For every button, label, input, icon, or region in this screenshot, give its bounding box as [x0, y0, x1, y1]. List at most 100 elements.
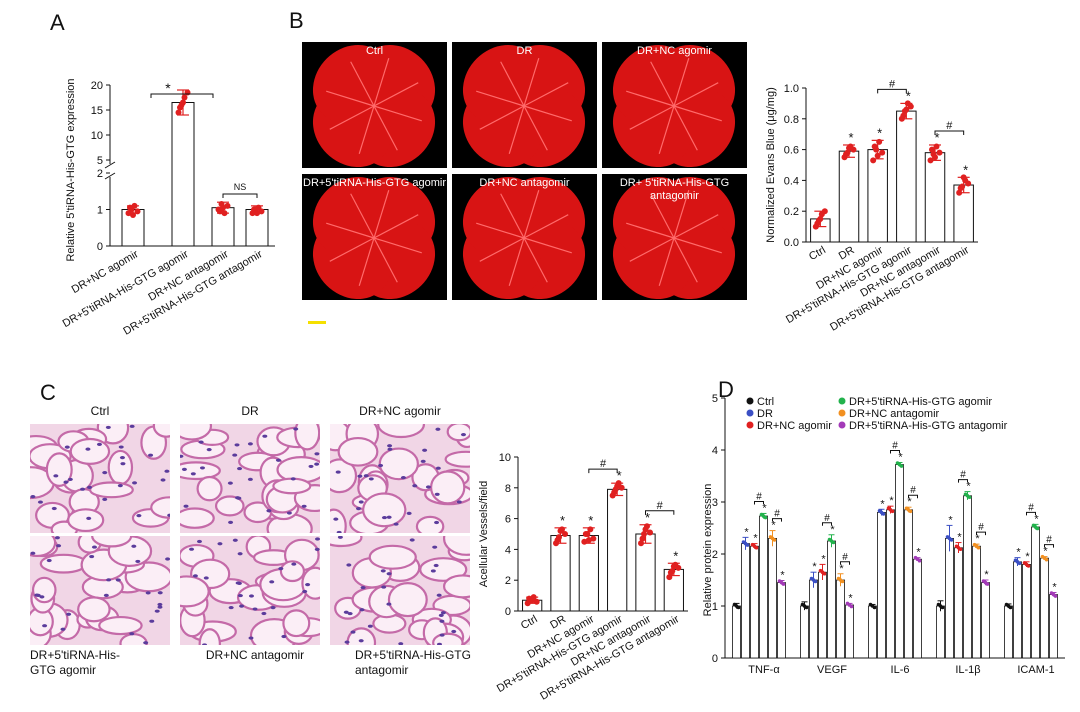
data-point: [134, 208, 141, 215]
significance-star: *: [966, 481, 971, 493]
significance-star: *: [984, 569, 989, 581]
x-tick-label: IL-1β: [955, 664, 980, 676]
retina-vessel: [673, 237, 698, 283]
cell-nucleus: [393, 522, 399, 526]
capillary-loop: [368, 544, 417, 570]
bar: [936, 605, 945, 659]
capillary-loop: [415, 515, 445, 533]
cell-nucleus: [430, 569, 436, 573]
cell-nucleus: [149, 619, 155, 623]
significance-star: *: [1052, 581, 1057, 593]
significance-star: *: [906, 88, 911, 103]
retina-image-nc-antagomir: DR+NC antagomir: [452, 174, 597, 300]
capillary-loop: [180, 424, 213, 441]
panel-d-letter: D: [718, 377, 734, 402]
cell-nucleus: [378, 463, 384, 468]
retina-flatmount-graphic: [612, 176, 736, 300]
capillary-loop: [419, 557, 468, 582]
cell-nucleus: [237, 593, 243, 598]
cell-nucleus: [398, 642, 404, 645]
cell-nucleus: [275, 458, 281, 462]
legend-label: Ctrl: [757, 396, 774, 408]
cell-nucleus: [119, 455, 125, 460]
retina-vessel: [329, 237, 375, 262]
retina-vessel: [500, 193, 525, 239]
retina-vessel: [673, 58, 690, 107]
data-point: [871, 143, 878, 150]
cell-nucleus: [228, 605, 234, 610]
bar: [868, 605, 877, 659]
capillary-loop: [337, 436, 379, 467]
cell-nucleus: [386, 572, 392, 576]
data-point: [940, 605, 945, 610]
capillary-loop: [432, 632, 464, 645]
cell-nucleus: [381, 585, 387, 589]
bar: [741, 543, 750, 659]
cell-nucleus: [148, 453, 154, 457]
cell-nucleus: [102, 471, 108, 475]
significance-hash: #: [842, 552, 848, 563]
bar: [945, 537, 954, 659]
retina-vessel: [373, 82, 419, 107]
data-point: [846, 145, 852, 152]
cell-nucleus: [199, 466, 205, 470]
cell-nucleus: [359, 608, 365, 612]
capillary-loop: [387, 581, 428, 618]
significance-bracket: [588, 468, 618, 474]
cell-nucleus: [358, 639, 364, 643]
data-point: [821, 208, 828, 215]
significance-hash: #: [1028, 502, 1034, 513]
cell-nucleus: [302, 589, 308, 594]
axis-break-mark: [104, 161, 116, 169]
significance-bracket: [840, 561, 850, 565]
bar: [981, 582, 990, 659]
retina-vessel: [329, 105, 375, 130]
retina-vessel: [650, 61, 675, 107]
significance-star: *: [916, 547, 921, 559]
y-tick-label: 2: [712, 549, 718, 561]
cell-nucleus: [86, 485, 92, 489]
data-point: [957, 185, 964, 192]
bar: [171, 102, 195, 247]
cell-nucleus: [425, 485, 431, 489]
capillary-loop: [272, 477, 312, 495]
data-point: [876, 138, 883, 145]
retina-vessel: [373, 105, 422, 122]
significance-bracket: [934, 130, 965, 135]
data-point: [817, 215, 824, 222]
y-tick-label: 2: [97, 168, 103, 180]
data-point: [879, 149, 886, 156]
data-point: [967, 495, 972, 500]
histology-label: DR+NC agomir: [359, 404, 441, 418]
bar: [896, 110, 917, 243]
capillary-loop: [67, 508, 105, 533]
capillary-loop: [330, 458, 358, 494]
legend-marker: [746, 421, 754, 429]
legend-marker: [746, 397, 754, 405]
cell-nucleus: [386, 515, 392, 519]
capillary-loop: [150, 496, 170, 519]
retina-flatmount-graphic: [612, 44, 736, 168]
retina-vessel: [373, 237, 422, 254]
retina-lobe: [462, 176, 542, 256]
data-point: [585, 537, 592, 544]
significance-ns: NS: [234, 182, 247, 192]
significance-star: *: [673, 548, 678, 563]
significance-bracket: [150, 93, 214, 98]
cell-nucleus: [54, 536, 60, 540]
bar: [1004, 605, 1013, 659]
capillary-loop: [77, 596, 111, 623]
legend-label: DR+5'tiRNA-His-GTG antagomir: [849, 420, 1008, 432]
retina-vessel: [658, 105, 675, 154]
cell-nucleus: [157, 591, 163, 595]
histology-image-agomir: [30, 536, 170, 645]
capillary-loop: [442, 536, 470, 556]
cell-nucleus: [386, 602, 392, 606]
data-point: [181, 94, 188, 101]
retina-vessel: [476, 90, 525, 107]
cell-nucleus: [67, 477, 73, 482]
data-point: [736, 605, 741, 610]
bar: [827, 540, 836, 659]
y-axis-label: Acellular Vessels/field: [478, 481, 490, 587]
cell-nucleus: [456, 500, 462, 504]
